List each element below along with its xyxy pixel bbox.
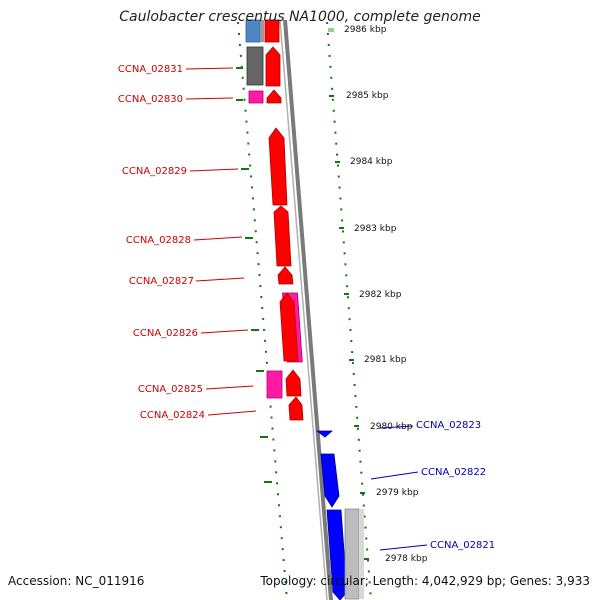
scale-tick-label: 2984 kbp [350, 157, 393, 167]
gene-arrow-ccna-02825[interactable] [285, 369, 302, 397]
scale-tick-label: 2983 kbp [354, 224, 397, 234]
gene-label-ccna-02830[interactable]: CCNA_02830 [118, 94, 183, 105]
gene-label-ccna-02827[interactable]: CCNA_02827 [129, 276, 194, 287]
gene-block-top-gray[interactable] [260, 20, 264, 42]
gene-label-ccna-02826[interactable]: CCNA_02826 [133, 328, 198, 339]
backbone-outer [283, 19, 333, 600]
gene-arrow-ccna-02823[interactable] [315, 430, 334, 438]
gene-arrow-ccna-02822[interactable] [320, 453, 340, 508]
scale-tick-label: 2985 kbp [346, 91, 389, 101]
forward-leader-lines [370, 425, 428, 551]
gene-label-ccna-02831[interactable]: CCNA_02831 [118, 64, 183, 75]
gene-arrow-ccna-02826[interactable] [279, 292, 299, 362]
gc-dash-marks [236, 67, 272, 483]
scale-tick-label: 2981 kbp [364, 355, 407, 365]
accession-label: Accession: NC_011916 [8, 574, 145, 588]
gene-arrow-ccna-02828[interactable] [273, 205, 292, 267]
gene-arrow-ccna-02830[interactable] [266, 89, 282, 104]
gene-block-top-red[interactable] [264, 19, 280, 43]
gene-arrow-ccna-02829[interactable] [268, 127, 288, 206]
gene-block-pink-small[interactable] [248, 90, 264, 104]
gene-label-ccna-02829[interactable]: CCNA_02829 [122, 166, 187, 177]
gene-label-ccna-02823[interactable]: CCNA_02823 [416, 420, 481, 431]
gene-label-ccna-02825[interactable]: CCNA_02825 [138, 384, 203, 395]
genome-summary: Topology: circular; Length: 4,042,929 bp… [260, 574, 590, 588]
reverse-leader-lines [185, 67, 257, 416]
gene-label-ccna-02828[interactable]: CCNA_02828 [126, 235, 191, 246]
map-title: Caulobacter crescentus NA1000, complete … [119, 9, 481, 25]
scale-tick-label: 2979 kbp [376, 488, 419, 498]
gc-track-left [237, 21, 288, 600]
gene-block-gray[interactable] [246, 46, 264, 86]
gene-arrow-ccna-02821[interactable] [326, 509, 348, 600]
gene-arrow-ccna-02827[interactable] [277, 266, 294, 285]
scale-tick-marks [329, 95, 369, 560]
scale-tick-label: 2982 kbp [359, 290, 402, 300]
gene-block-pink-medium[interactable] [266, 370, 283, 399]
gene-label-ccna-02822[interactable]: CCNA_02822 [421, 467, 486, 478]
gene-label-ccna-02824[interactable]: CCNA_02824 [140, 410, 205, 421]
backbone-inner [279, 19, 328, 600]
scale-tick-top [328, 28, 334, 32]
scale-tick-label: 2986 kbp [344, 25, 387, 35]
gene-arrow-ccna-02831[interactable] [265, 46, 281, 87]
scale-tick-label: 2978 kbp [385, 554, 428, 564]
gene-arrow-ccna-02824[interactable] [288, 396, 304, 421]
gene-label-ccna-02821[interactable]: CCNA_02821 [430, 540, 495, 551]
gene-block-light-gray-stripe [359, 509, 364, 599]
